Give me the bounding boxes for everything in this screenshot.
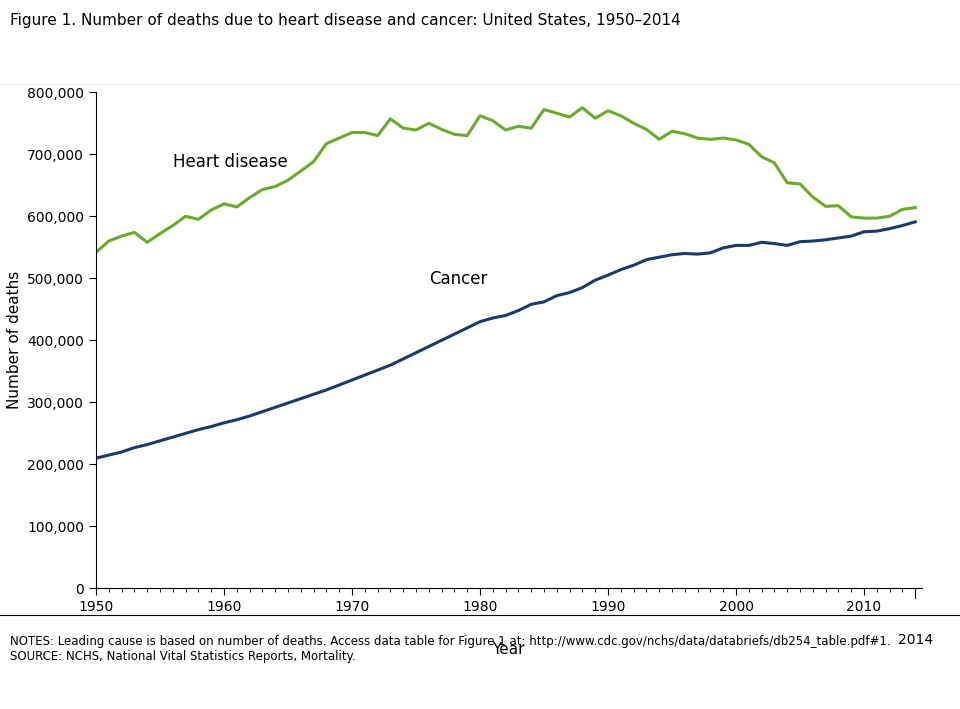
Text: 2014: 2014 xyxy=(898,633,933,647)
Text: Heart disease: Heart disease xyxy=(173,152,288,171)
Y-axis label: Number of deaths: Number of deaths xyxy=(7,272,22,409)
Text: NOTES: Leading cause is based on number of deaths. Access data table for Figure : NOTES: Leading cause is based on number … xyxy=(10,635,890,662)
Text: Figure 1. Number of deaths due to heart disease and cancer: United States, 1950–: Figure 1. Number of deaths due to heart … xyxy=(10,13,681,28)
Text: Cancer: Cancer xyxy=(429,271,487,289)
X-axis label: Year: Year xyxy=(492,642,525,657)
